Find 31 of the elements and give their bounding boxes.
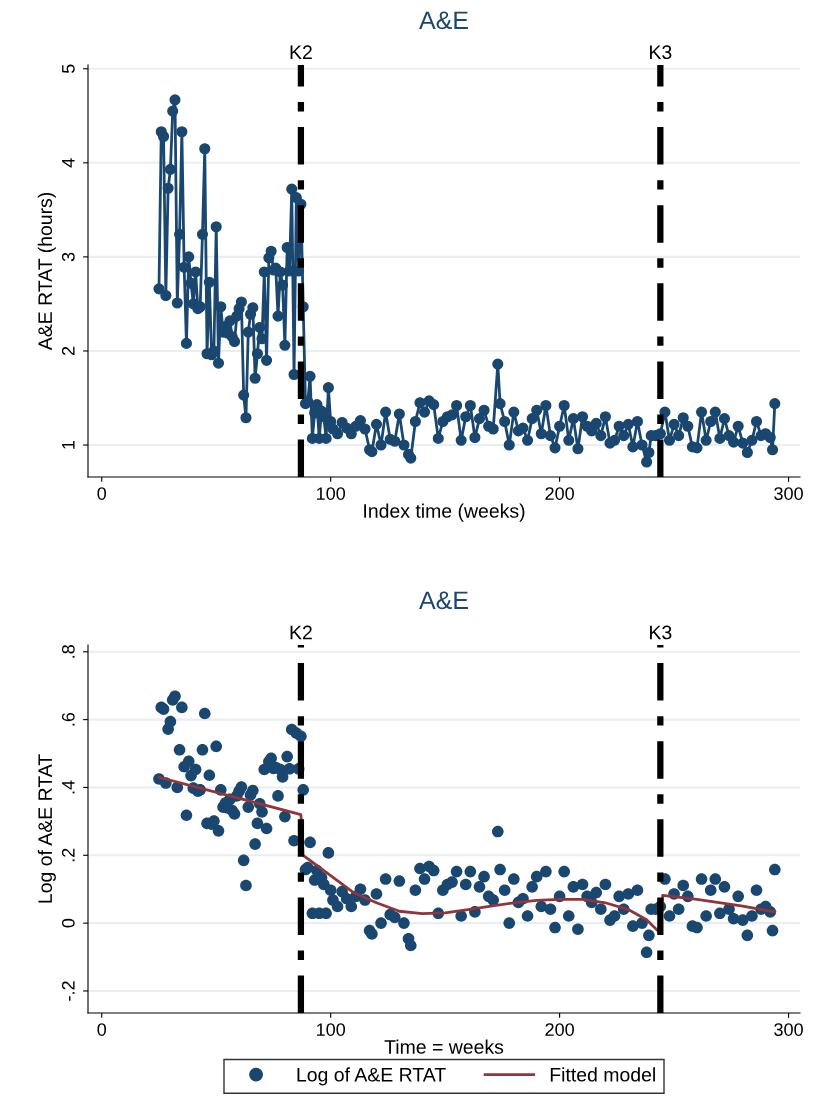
x-tick-label: 300 [774, 1023, 803, 1036]
y-axis-title: Log of A&E RTAT [37, 754, 56, 903]
ref-line-label: K2 [290, 625, 312, 640]
y-tick-label: -.2 [61, 981, 75, 1001]
y-axis-title: A&E RTAT (hours) [37, 192, 56, 351]
x-tick-label: 100 [316, 1023, 346, 1036]
y-tick-label: .2 [61, 848, 75, 862]
chart-title: A&E [419, 591, 468, 610]
y-tick-label: 5 [62, 64, 75, 74]
x-tick-label: 300 [774, 487, 803, 500]
ref-line-label: K3 [650, 45, 672, 60]
x-tick-label: 0 [97, 1023, 107, 1036]
x-axis-title: Index time (weeks) [364, 503, 525, 522]
y-tick-label: .4 [62, 780, 75, 794]
x-tick-label: 100 [316, 487, 346, 500]
x-tick-label: 200 [545, 1023, 574, 1036]
x-axis-title: Time = weeks [384, 1039, 504, 1054]
ref-line-label: K3 [650, 625, 672, 640]
y-tick-label: 2 [61, 346, 75, 356]
x-tick-label: 200 [545, 487, 574, 500]
legend-label: Log of A&E RTAT [297, 1067, 446, 1086]
y-tick-label: .8 [61, 645, 75, 658]
ref-line-label: K2 [290, 45, 312, 59]
x-tick-label: 0 [97, 487, 107, 500]
legend-label: Fitted model [550, 1067, 655, 1082]
chart-title: A&E [419, 11, 468, 30]
y-tick-label: .6 [61, 712, 75, 726]
y-tick-label: 0 [61, 918, 75, 928]
y-tick-label: 1 [62, 440, 75, 449]
y-tick-label: 4 [62, 158, 75, 168]
y-tick-label: 3 [61, 252, 75, 262]
